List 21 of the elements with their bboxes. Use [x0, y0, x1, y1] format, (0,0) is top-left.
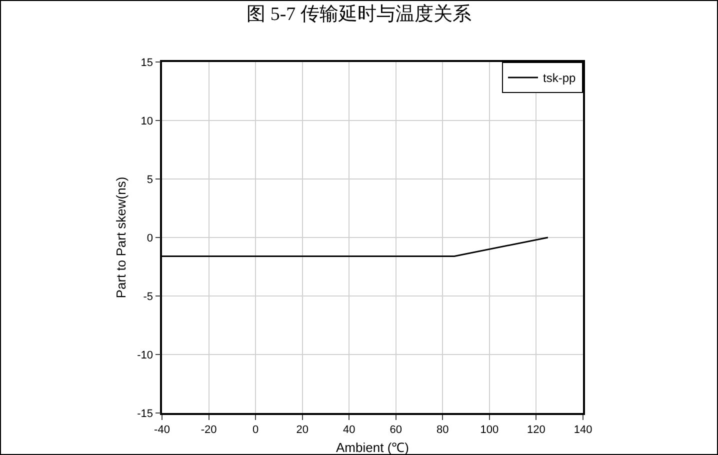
x-tick-label: 0	[252, 424, 259, 436]
x-tick-label: 40	[342, 424, 356, 436]
x-tick-label: 100	[480, 424, 499, 436]
x-tick-label: 140	[574, 424, 592, 436]
y-tick-label: 5	[146, 174, 154, 186]
x-tick-label: -40	[154, 424, 170, 436]
y-tick-label: -10	[137, 349, 154, 362]
chart-title: 图 5-7 传输延时与温度关系	[246, 3, 472, 26]
y-tick-label: 0	[146, 232, 154, 244]
y-tick-label: -5	[143, 290, 154, 303]
y-axis-title: Part to Part skew(ns)	[114, 176, 128, 298]
x-tick-label: -20	[200, 424, 217, 436]
x-tick-label: 60	[390, 424, 402, 436]
y-tick-label: 10	[140, 115, 154, 128]
y-tick-label: 15	[140, 56, 154, 69]
legend-label: tsk-pp	[543, 71, 576, 86]
y-tick-label: -15	[137, 408, 154, 420]
x-tick-label: 20	[296, 424, 308, 436]
x-axis-title: Ambient (℃)	[336, 440, 409, 455]
x-tick-label: 80	[436, 424, 449, 436]
x-tick-label: 120	[527, 424, 546, 436]
